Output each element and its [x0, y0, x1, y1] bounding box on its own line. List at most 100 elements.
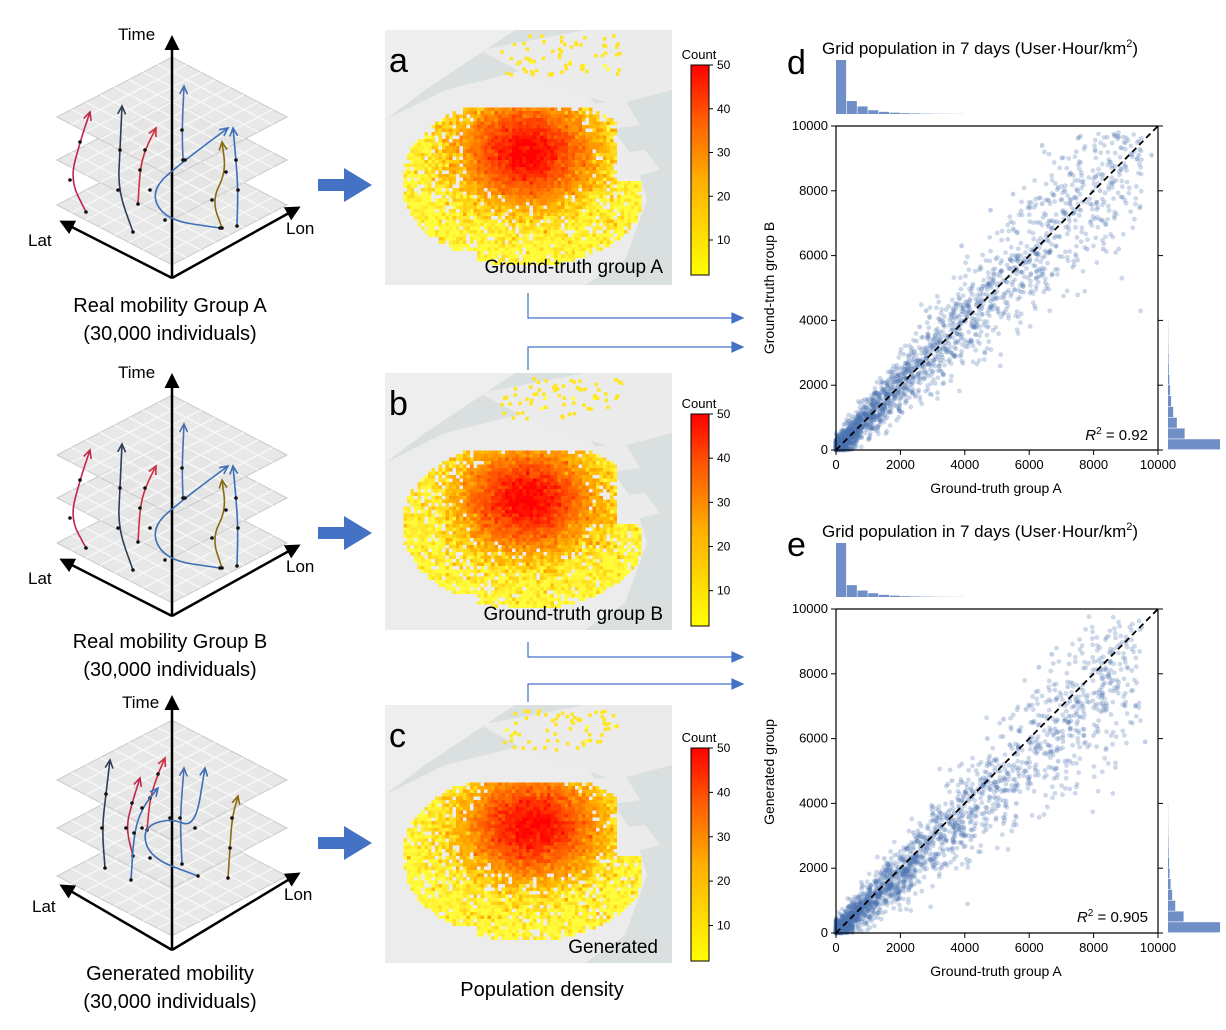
heat-cell [596, 549, 600, 553]
heat-cell [484, 136, 488, 140]
heat-cell [519, 507, 523, 511]
heat-cell [544, 545, 548, 549]
heat-cell [463, 451, 467, 455]
heat-cell [558, 531, 562, 535]
flow-arrow-b [318, 516, 372, 550]
heat-cell [488, 531, 492, 535]
heat-cell [495, 552, 499, 556]
heat-cell [498, 503, 502, 507]
heat-cell [502, 150, 506, 154]
heat-cell [526, 524, 530, 528]
heat-cell [610, 577, 614, 581]
heat-cell [572, 164, 576, 168]
heat-cell [453, 202, 457, 206]
heat-cell [537, 164, 541, 168]
heat-cell [484, 461, 488, 465]
heat-cell [554, 118, 558, 122]
heat-cell [525, 398, 529, 402]
heat-cell [537, 108, 541, 112]
heat-cell [572, 136, 576, 140]
heat-cell [505, 559, 509, 563]
heat-cell [537, 468, 541, 472]
heat-cell [526, 174, 530, 178]
heat-cell [491, 206, 495, 210]
heat-cell [568, 220, 572, 224]
heat-cell [432, 125, 436, 129]
heat-cell [565, 227, 569, 231]
heat-cell [516, 115, 520, 119]
heat-cell [516, 209, 520, 213]
heat-cell [614, 531, 618, 535]
heat-cell [610, 146, 614, 150]
heat-cell [600, 248, 604, 252]
heat-cell [579, 178, 583, 182]
heat-cell [484, 178, 488, 182]
heat-cell [425, 181, 429, 185]
heat-cell [453, 118, 457, 122]
heat-cell [505, 468, 509, 472]
heat-cell [453, 461, 457, 465]
heat-cell [446, 185, 450, 189]
heat-cell [463, 549, 467, 553]
heat-cell [568, 465, 572, 469]
heat-cell [495, 559, 499, 563]
heat-cell [551, 598, 555, 602]
heat-cell [505, 108, 509, 112]
heat-cell [481, 531, 485, 535]
heat-cell [579, 195, 583, 199]
heat-cell [593, 230, 597, 234]
heat-cell [407, 192, 411, 196]
heat-cell [442, 482, 446, 486]
heat-cell [523, 500, 527, 504]
heat-cell [572, 181, 576, 185]
heat-cell [603, 143, 607, 147]
heat-cell [432, 496, 436, 500]
heat-cell [509, 507, 513, 511]
heat-cell [446, 472, 450, 476]
heat-cell [477, 122, 481, 126]
heat-cell [547, 199, 551, 203]
heat-cell [526, 479, 530, 483]
heat-cell [607, 528, 611, 532]
heat-cell [435, 164, 439, 168]
heat-cell [561, 493, 565, 497]
heat-cell [477, 132, 481, 136]
heat-cell [589, 451, 593, 455]
heat-cell [551, 50, 555, 54]
heat-cell [607, 171, 611, 175]
heat-cell [516, 223, 520, 227]
heat-cell [481, 514, 485, 518]
heat-cell [512, 125, 516, 129]
heat-cell [526, 577, 530, 581]
heat-cell [474, 248, 478, 252]
heat-cell [586, 503, 590, 507]
heat-cell [572, 202, 576, 206]
heat-cell [428, 573, 432, 577]
heat-cell [505, 496, 509, 500]
heat-cell [537, 591, 541, 595]
heat-cell [488, 136, 492, 140]
heat-cell [491, 129, 495, 133]
heat-cell [596, 472, 600, 476]
heat-cell [519, 220, 523, 224]
heat-cell [428, 160, 432, 164]
heat-cell [568, 524, 572, 528]
heat-cell [593, 458, 597, 462]
heat-cell [561, 160, 565, 164]
heat-cell [477, 570, 481, 574]
heat-cell [453, 199, 457, 203]
heat-cell [516, 164, 520, 168]
heat-cell [547, 587, 551, 591]
heat-cell [502, 475, 506, 479]
heat-cell [519, 493, 523, 497]
heat-cell [502, 223, 506, 227]
heat-cell [453, 171, 457, 175]
heat-cell [442, 213, 446, 217]
heat-cell [526, 552, 530, 556]
heat-cell [523, 591, 527, 595]
heat-cell [467, 122, 471, 126]
heat-cell [484, 164, 488, 168]
heat-cell [442, 500, 446, 504]
trajectory-point [78, 478, 82, 482]
heat-cell [565, 185, 569, 189]
